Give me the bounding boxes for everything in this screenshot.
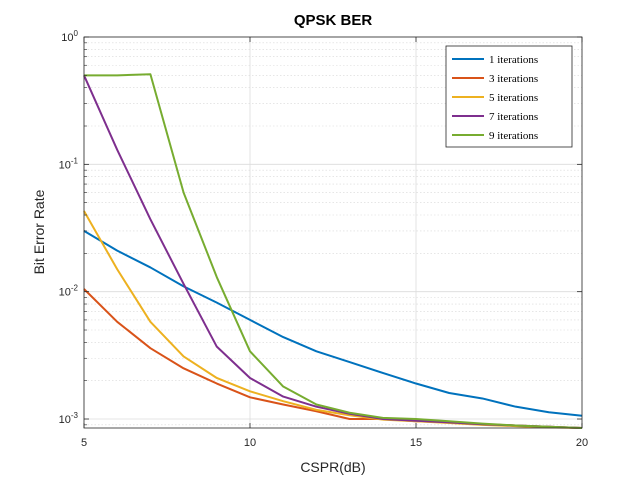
x-tick-label: 5 — [81, 437, 87, 449]
x-tick-label: 15 — [410, 437, 422, 449]
y-tick-label: 10-3 — [59, 411, 79, 426]
legend-label-1: 1 iterations — [489, 54, 538, 66]
y-tick-label: 10-2 — [59, 284, 79, 299]
legend: 1 iterations 3 iterations 5 iterations 7 it… — [445, 45, 573, 148]
legend-label-4: 7 iterations — [489, 111, 538, 123]
y-tick-label: 10-1 — [59, 156, 79, 171]
x-tick-label: 20 — [576, 437, 588, 449]
series-line-1 — [83, 230, 583, 417]
x-axis-label: CSPR(dB) — [300, 459, 365, 475]
axes-layer: 5 10 15 20 10-3 10-2 10-1 100 — [59, 29, 589, 449]
axes-box — [83, 36, 583, 429]
plot-layer — [83, 73, 583, 429]
series-line-5 — [84, 73, 583, 429]
legend-label-2: 3 iterations — [489, 73, 538, 85]
legend-label-3: 5 iterations — [489, 92, 538, 104]
y-axis-label: Bit Error Rate — [31, 189, 47, 274]
chart-title: QPSK BER — [294, 12, 373, 29]
y-tick-label: 100 — [61, 29, 78, 44]
x-tick-label: 10 — [244, 437, 256, 449]
legend-label-5: 9 iterations — [489, 130, 538, 142]
